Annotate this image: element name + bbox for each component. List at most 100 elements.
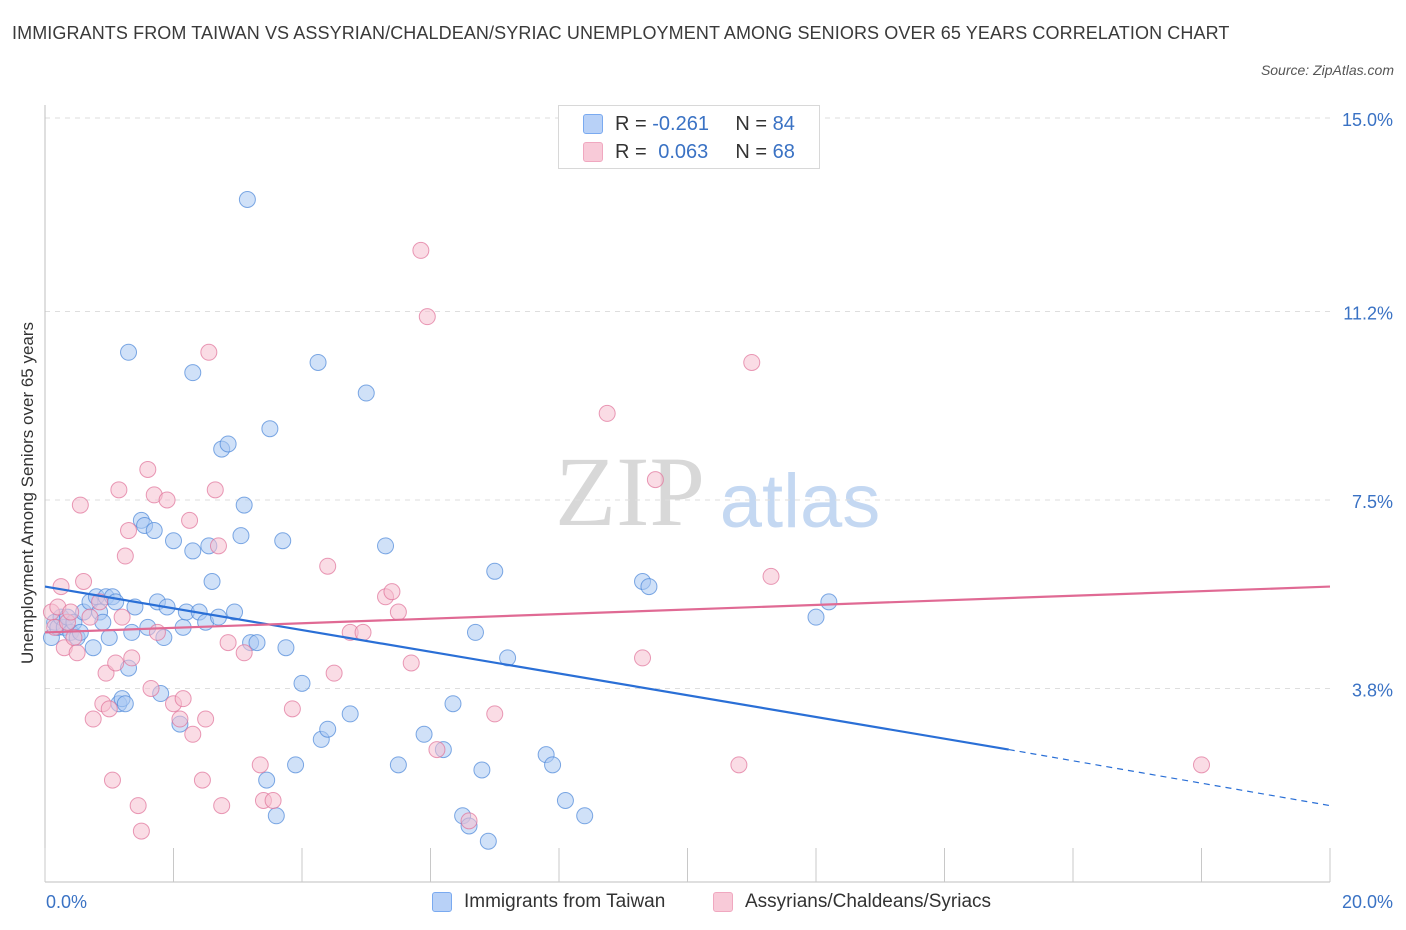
data-point (213, 797, 231, 815)
data-point (158, 491, 176, 509)
data-point (730, 756, 748, 774)
y-tick-label: 7.5% (1352, 492, 1393, 512)
data-point (84, 639, 102, 657)
data-point (123, 623, 141, 641)
data-point (235, 644, 253, 662)
data-point (283, 700, 301, 718)
data-point (389, 756, 407, 774)
data-point (646, 471, 664, 489)
data-point (402, 654, 420, 672)
data-point (267, 807, 285, 825)
data-point (145, 522, 163, 540)
series-legend-taiwan: Immigrants from Taiwan (432, 888, 665, 916)
data-point (412, 241, 430, 259)
data-point (226, 603, 244, 621)
legend-row-taiwan: R = -0.261 N = 84 (583, 110, 795, 138)
data-point (309, 353, 327, 371)
data-point (251, 756, 269, 774)
data-point (444, 695, 462, 713)
data-point (142, 679, 160, 697)
trend-line-extension (1008, 748, 1331, 807)
data-point (100, 700, 118, 718)
data-point (473, 761, 491, 779)
data-point (174, 690, 192, 708)
data-point (184, 725, 202, 743)
data-point (415, 725, 433, 743)
data-point (428, 741, 446, 759)
data-point (598, 404, 616, 422)
watermark-atlas: atlas (720, 459, 881, 544)
data-point (807, 608, 825, 626)
data-point (232, 527, 250, 545)
data-point (62, 603, 80, 621)
data-point (357, 384, 375, 402)
y-axis-title: Unemployment Among Seniors over 65 years (18, 322, 37, 664)
data-point (75, 572, 93, 590)
watermark: ZIP atlas (555, 436, 880, 547)
data-point (383, 583, 401, 601)
data-point (209, 537, 227, 555)
legend-r-value: 0.063 (658, 140, 709, 163)
data-point (486, 705, 504, 723)
data-point (219, 634, 237, 652)
data-point (129, 797, 147, 815)
series-legend-label-taiwan: Immigrants from Taiwan (464, 891, 666, 912)
data-point (460, 812, 478, 830)
legend-r-value: -0.261 (652, 112, 709, 135)
legend-r-label: R = (615, 140, 647, 163)
x-tick-label-max: 20.0% (1342, 892, 1393, 912)
legend-n-label: N = (735, 140, 768, 163)
data-point (274, 532, 292, 550)
trend-line-taiwan (44, 585, 1009, 751)
legend-row-assyrian: R = 0.063 N = 68 (583, 138, 795, 166)
data-point (120, 522, 138, 540)
series-taiwan (42, 190, 838, 850)
data-point (341, 705, 359, 723)
data-point (171, 710, 189, 728)
series-legend-swatch-taiwan (432, 892, 452, 912)
data-point (91, 593, 109, 611)
data-point (107, 593, 125, 611)
legend-swatch-assyrian (583, 142, 603, 162)
data-point (319, 557, 337, 575)
legend-n-label: N = (735, 112, 768, 135)
data-point (184, 542, 202, 560)
data-point (235, 496, 253, 514)
data-point (466, 623, 484, 641)
data-point (107, 654, 125, 672)
data-point (71, 496, 89, 514)
data-point (206, 481, 224, 499)
watermark-zip: ZIP (555, 436, 705, 547)
data-point (100, 629, 118, 647)
data-point (193, 771, 211, 789)
gridlines: 3.8% 7.5% 11.2% 15.0% (45, 110, 1393, 700)
y-tick-label: 3.8% (1352, 680, 1393, 700)
data-point (418, 308, 436, 326)
data-point (113, 608, 131, 626)
data-point (203, 572, 221, 590)
data-point (556, 792, 574, 810)
data-point (165, 532, 182, 550)
data-point (148, 623, 166, 641)
data-point (181, 511, 199, 529)
y-tick-label: 11.2% (1343, 304, 1393, 324)
data-point (762, 567, 780, 585)
data-point (120, 343, 138, 361)
data-point (103, 771, 121, 789)
data-point (634, 649, 652, 667)
data-point (389, 603, 407, 621)
series-legend-swatch-assyrian (713, 892, 733, 912)
data-point (576, 807, 594, 825)
correlation-legend: R = -0.261 N = 84 R = 0.063 N = 68 (558, 105, 820, 169)
trend-layer (44, 585, 1331, 807)
data-point (139, 460, 157, 478)
data-point (261, 420, 279, 438)
data-point (238, 190, 256, 208)
x-tick-label-min: 0.0% (46, 892, 87, 912)
data-point (277, 639, 295, 657)
y-tick-label: 15.0% (1342, 110, 1393, 130)
data-point (116, 547, 134, 565)
data-point (110, 481, 128, 499)
data-point (293, 674, 311, 692)
